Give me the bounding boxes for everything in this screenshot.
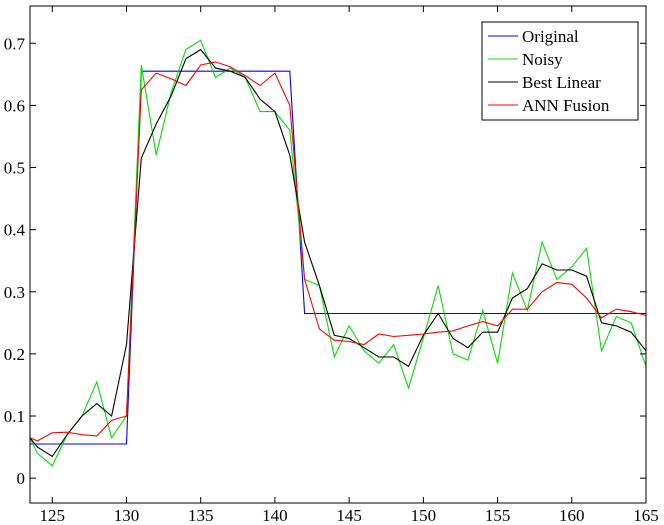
y-tick-label: 0.4 [4, 221, 26, 240]
x-tick-label: 140 [262, 506, 288, 525]
y-tick-label: 0.1 [4, 407, 25, 426]
x-tick-label: 165 [633, 506, 659, 525]
y-tick-label: 0.6 [4, 96, 25, 115]
y-tick-label: 0.7 [4, 34, 26, 53]
series-line-original [30, 70, 646, 445]
x-tick-label: 145 [336, 506, 362, 525]
series-line-ann-fusion [30, 61, 646, 442]
plot-frame [29, 5, 647, 504]
legend-box [481, 21, 639, 121]
y-tick-label: 0 [17, 469, 26, 488]
x-tick-label: 155 [485, 506, 511, 525]
legend-label: Noisy [522, 50, 563, 69]
y-tick-label: 0.3 [4, 283, 25, 302]
x-tick-label: 125 [40, 506, 66, 525]
series-line-best-linear [30, 48, 646, 458]
x-tick-label: 150 [411, 506, 437, 525]
legend-label: Best Linear [522, 73, 601, 92]
legend: Original Noisy Best Linear ANN Fusion [481, 21, 639, 121]
legend-label: Original [522, 27, 579, 46]
y-tick-label: 0.5 [4, 159, 25, 178]
x-tick-label: 135 [188, 506, 214, 525]
series-layer [30, 39, 646, 467]
ticks-layer: 125 130 135 140 145 150 155 160 165 0 0.1 0.2 0.3 0.4… [4, 6, 659, 525]
legend-label: ANN Fusion [522, 96, 610, 115]
y-tick-label: 0.2 [4, 345, 25, 364]
x-tick-label: 130 [114, 506, 140, 525]
x-tick-label: 160 [559, 506, 585, 525]
